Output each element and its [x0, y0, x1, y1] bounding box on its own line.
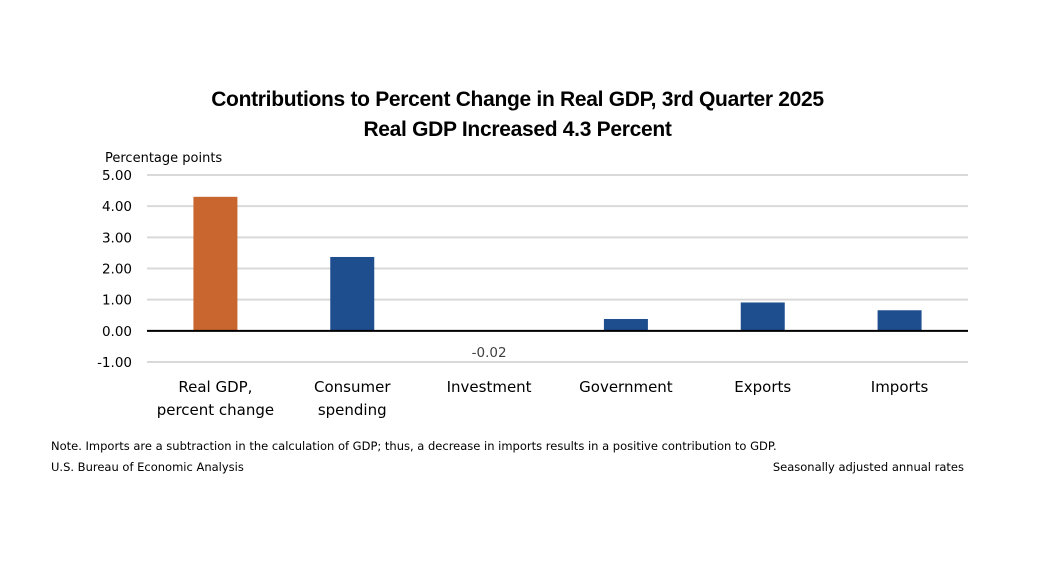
x-tick-label: Government: [579, 378, 673, 396]
y-tick-label: 4.00: [102, 199, 132, 215]
y-tick-label: 3.00: [102, 230, 132, 246]
x-tick-label: percent change: [157, 401, 274, 419]
footnote: Note. Imports are a subtraction in the c…: [51, 439, 777, 453]
gridlines: [147, 174, 968, 363]
x-tick-label: Consumer: [314, 378, 391, 396]
y-tick-label: 5.00: [102, 168, 132, 184]
y-tick-label: 1.00: [102, 293, 132, 309]
y-tick-label: -1.00: [97, 355, 132, 371]
y-axis-label: Percentage points: [105, 151, 222, 166]
bar: [603, 318, 648, 331]
bar: [740, 302, 785, 331]
y-tick-label: 2.00: [102, 262, 132, 278]
bar: [330, 256, 375, 331]
rates-label: Seasonally adjusted annual rates: [772, 460, 964, 474]
bar: [877, 310, 922, 331]
y-tick-label: 0.00: [102, 324, 132, 340]
chart-title: Contributions to Percent Change in Real …: [211, 88, 824, 111]
x-tick-label: Investment: [447, 378, 532, 396]
data-label: -0.02: [472, 345, 507, 361]
source-label: U.S. Bureau of Economic Analysis: [51, 460, 244, 474]
bars: [193, 196, 922, 332]
bar: [193, 196, 238, 331]
x-tick-label: Real GDP,: [178, 378, 252, 396]
x-tick-label: Imports: [871, 378, 929, 396]
y-tick-labels: 5.00 4.00 3.00 2.00 1.00 0.00 -1.00: [97, 168, 132, 371]
x-tick-labels: Real GDP, percent change Consumer spending I…: [157, 378, 929, 419]
data-labels: -0.02: [472, 345, 507, 361]
chart-subtitle: Real GDP Increased 4.3 Percent: [363, 118, 672, 141]
x-tick-label: Exports: [734, 378, 791, 396]
x-tick-label: spending: [318, 401, 387, 419]
